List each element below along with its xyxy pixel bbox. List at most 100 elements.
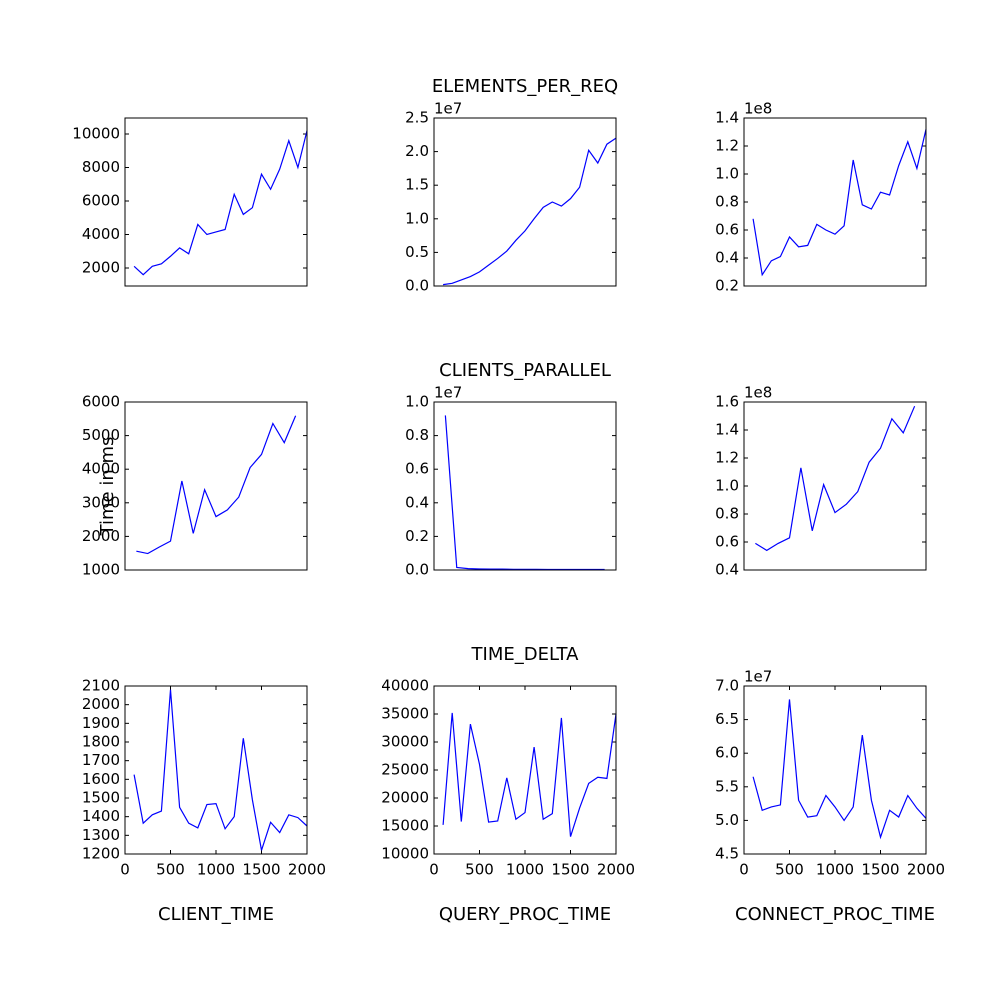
y-tick-label: 0.4 xyxy=(405,493,429,511)
y-tick-label: 1.4 xyxy=(715,421,739,439)
y-tick-label: 1.4 xyxy=(715,109,739,127)
subplot-title: CLIENTS_PARALLEL xyxy=(439,360,611,381)
y-tick-label: 5.0 xyxy=(715,811,739,829)
y-tick-label: 1.0 xyxy=(405,209,429,227)
x-tick-label: 1000 xyxy=(816,861,854,879)
x-tick-label: 1500 xyxy=(551,861,589,879)
axes-frame xyxy=(433,685,617,855)
y-tick-label: 0.8 xyxy=(715,193,739,211)
y-tick-label: 1.0 xyxy=(715,477,739,495)
y-tick-label: 1.5 xyxy=(405,176,429,194)
subplot-title: TIME_DELTA xyxy=(471,644,580,665)
offset-label: 1e8 xyxy=(744,100,772,118)
data-line xyxy=(133,130,308,276)
axes-frame xyxy=(743,685,927,855)
y-tick-label: 0.6 xyxy=(715,533,739,551)
y-tick-label: 8000 xyxy=(82,158,120,176)
data-line xyxy=(133,689,308,851)
y-tick-label: 0.0 xyxy=(405,561,429,579)
axes-frame xyxy=(124,401,308,571)
y-tick-label: 25000 xyxy=(381,761,429,779)
y-tick-label: 1400 xyxy=(82,807,120,825)
y-tick-label: 5.5 xyxy=(715,777,739,795)
y-tick-label: 1.0 xyxy=(715,165,739,183)
y-tick-label: 0.6 xyxy=(405,460,429,478)
data-line xyxy=(136,415,297,555)
x-tick-label: 2000 xyxy=(597,861,635,879)
offset-label: 1e7 xyxy=(434,100,462,118)
x-axis-label: QUERY_PROC_TIME xyxy=(439,904,611,925)
x-tick-label: 500 xyxy=(465,861,494,879)
axes-frame xyxy=(124,117,308,287)
y-tick-label: 2.0 xyxy=(405,142,429,160)
x-tick-label: 0 xyxy=(120,861,130,879)
y-tick-label: 1.2 xyxy=(715,137,739,155)
subplot-title: ELEMENTS_PER_REQ xyxy=(432,76,618,97)
data-line xyxy=(752,699,927,840)
y-tick-label: 0.4 xyxy=(715,561,739,579)
y-tick-label: 0.8 xyxy=(405,426,429,444)
y-tick-label: 6.5 xyxy=(715,710,739,728)
y-tick-label: 2100 xyxy=(82,677,120,695)
y-tick-label: 40000 xyxy=(381,677,429,695)
y-tick-label: 2000 xyxy=(82,258,120,276)
y-tick-label: 4000 xyxy=(82,460,120,478)
y-tick-label: 1900 xyxy=(82,714,120,732)
data-line xyxy=(442,712,617,837)
data-line xyxy=(752,129,927,277)
data-line xyxy=(755,405,916,552)
y-tick-label: 0.8 xyxy=(715,505,739,523)
y-tick-label: 6000 xyxy=(82,191,120,209)
y-tick-label: 1000 xyxy=(82,561,120,579)
offset-label: 1e8 xyxy=(744,384,772,402)
data-line xyxy=(443,137,617,286)
y-tick-label: 6.0 xyxy=(715,744,739,762)
axes-frame xyxy=(433,117,617,287)
axes-frame xyxy=(743,117,927,287)
x-tick-label: 1500 xyxy=(861,861,899,879)
y-tick-label: 0.2 xyxy=(715,277,739,295)
y-tick-label: 2000 xyxy=(82,695,120,713)
y-tick-label: 4.5 xyxy=(715,845,739,863)
x-tick-label: 500 xyxy=(775,861,804,879)
y-tick-label: 0.2 xyxy=(405,527,429,545)
y-tick-label: 1800 xyxy=(82,733,120,751)
y-tick-label: 1.2 xyxy=(715,449,739,467)
offset-label: 1e7 xyxy=(744,668,772,686)
axes-frame xyxy=(433,401,617,571)
y-tick-label: 15000 xyxy=(381,817,429,835)
y-axis-label: Time in ms xyxy=(97,437,118,537)
x-tick-label: 1000 xyxy=(506,861,544,879)
x-tick-label: 0 xyxy=(739,861,749,879)
y-tick-label: 5000 xyxy=(82,426,120,444)
x-axis-label: CLIENT_TIME xyxy=(158,904,274,925)
y-tick-label: 2.5 xyxy=(405,109,429,127)
y-tick-label: 0.4 xyxy=(715,249,739,267)
y-tick-label: 1500 xyxy=(82,789,120,807)
y-tick-label: 3000 xyxy=(82,493,120,511)
y-tick-label: 0.0 xyxy=(405,277,429,295)
y-tick-label: 7.0 xyxy=(715,677,739,695)
offset-label: 1e7 xyxy=(434,384,462,402)
data-line xyxy=(444,415,605,571)
y-tick-label: 4000 xyxy=(82,225,120,243)
y-tick-label: 1.6 xyxy=(715,393,739,411)
y-tick-label: 30000 xyxy=(381,733,429,751)
y-tick-label: 0.6 xyxy=(715,221,739,239)
y-tick-label: 0.5 xyxy=(405,243,429,261)
x-tick-label: 2000 xyxy=(907,861,945,879)
x-axis-label: CONNECT_PROC_TIME xyxy=(735,904,935,925)
x-tick-label: 0 xyxy=(429,861,439,879)
x-tick-label: 1500 xyxy=(242,861,280,879)
y-tick-label: 20000 xyxy=(381,789,429,807)
x-tick-label: 2000 xyxy=(288,861,326,879)
axes-frame xyxy=(743,401,927,571)
y-tick-label: 1200 xyxy=(82,845,120,863)
axes-frame xyxy=(124,685,308,855)
y-tick-label: 1300 xyxy=(82,826,120,844)
y-tick-label: 1700 xyxy=(82,751,120,769)
y-tick-label: 10000 xyxy=(381,845,429,863)
y-tick-label: 1600 xyxy=(82,770,120,788)
y-tick-label: 6000 xyxy=(82,393,120,411)
